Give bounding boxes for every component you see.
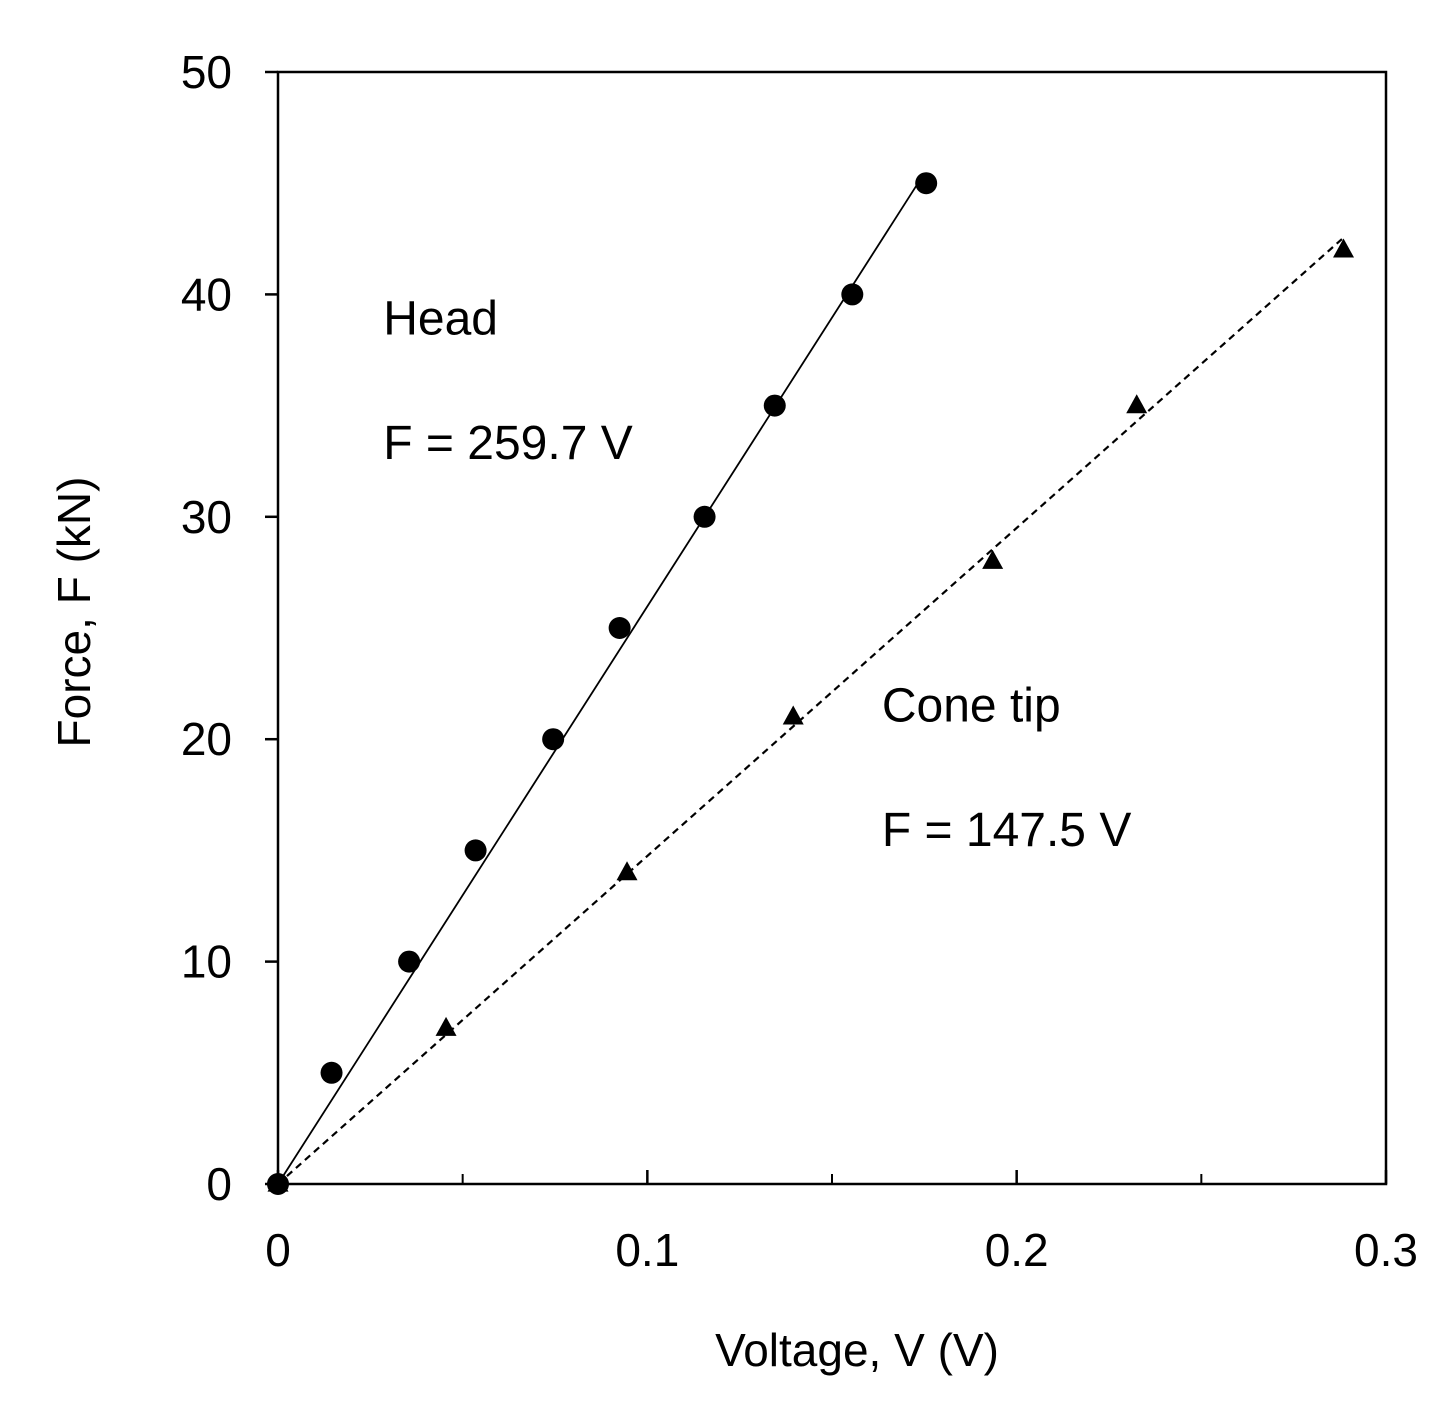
cone-tip-data-point (1333, 238, 1355, 258)
cone-tip-data-point (267, 1172, 289, 1192)
cone-tip-data-point (782, 705, 804, 725)
head-fit-line (277, 182, 919, 1185)
y-tick-label: 50 (181, 46, 232, 98)
y-tick-label: 40 (181, 268, 232, 320)
x-tick-label: 0.1 (615, 1224, 679, 1276)
y-axis-title: Force, F (kN) (48, 477, 100, 748)
x-tick-label: 0 (265, 1224, 291, 1276)
head-data-point (320, 1061, 343, 1084)
cone-tip-data-point (982, 549, 1004, 569)
head-equation-label: F = 259.7 V (383, 417, 633, 470)
head-data-point (542, 728, 565, 751)
annotations: Head F = 259.7 V Cone tip F = 147.5 V (383, 292, 1131, 857)
x-tick-label: 0.2 (985, 1224, 1049, 1276)
cone-tip-data-point (616, 861, 638, 881)
cone-tip-series-label: Cone tip (882, 679, 1061, 732)
y-tick-label: 30 (181, 491, 232, 543)
x-tick-labels: 0 0.1 0.2 0.3 (265, 1224, 1418, 1276)
head-data-point (398, 950, 421, 973)
axis-ticks (265, 70, 1388, 1186)
head-data-point (608, 617, 631, 639)
cone-tip-data-point (1126, 394, 1148, 414)
y-tick-label: 20 (181, 713, 232, 765)
cone-tip-data-point (435, 1016, 457, 1036)
cone-tip-fit-line (277, 236, 1345, 1185)
y-tick-label: 10 (181, 936, 232, 988)
cone-tip-equation-label: F = 147.5 V (882, 804, 1132, 857)
x-tick-label: 0.3 (1354, 1224, 1418, 1276)
head-data-point (915, 172, 938, 195)
head-data-point (841, 283, 864, 306)
y-tick-labels: 0 10 20 30 40 50 (181, 46, 232, 1210)
head-series-label: Head (383, 292, 498, 345)
head-data-point (693, 505, 716, 528)
data-markers (267, 172, 1355, 1195)
head-data-point (763, 394, 786, 417)
y-tick-label: 0 (206, 1158, 232, 1210)
head-data-point (464, 839, 487, 862)
fit-lines (277, 182, 1345, 1185)
x-axis-title: Voltage, V (V) (715, 1324, 999, 1376)
